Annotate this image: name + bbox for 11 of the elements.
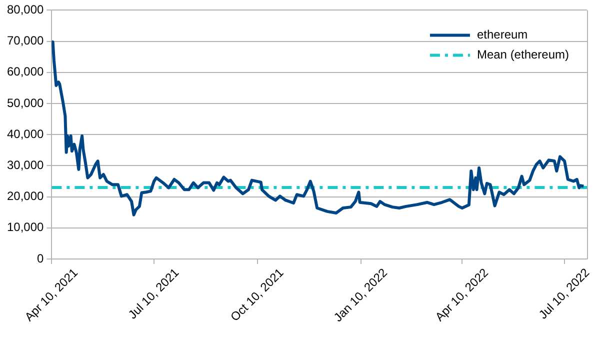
y-tick-label: 40,000 <box>7 126 44 141</box>
y-tick-label: 0 <box>37 251 44 266</box>
y-tick-label: 70,000 <box>7 34 44 48</box>
legend-label: Mean (ethereum) <box>476 48 570 62</box>
legend-label: ethereum <box>476 28 528 42</box>
y-tick-label: 30,000 <box>7 158 44 172</box>
y-tick-label: 20,000 <box>7 189 44 204</box>
y-tick-label: 60,000 <box>7 64 44 79</box>
y-tick-label: 80,000 <box>7 2 44 17</box>
y-tick-label: 50,000 <box>7 96 44 110</box>
y-tick-label: 10,000 <box>7 220 44 234</box>
